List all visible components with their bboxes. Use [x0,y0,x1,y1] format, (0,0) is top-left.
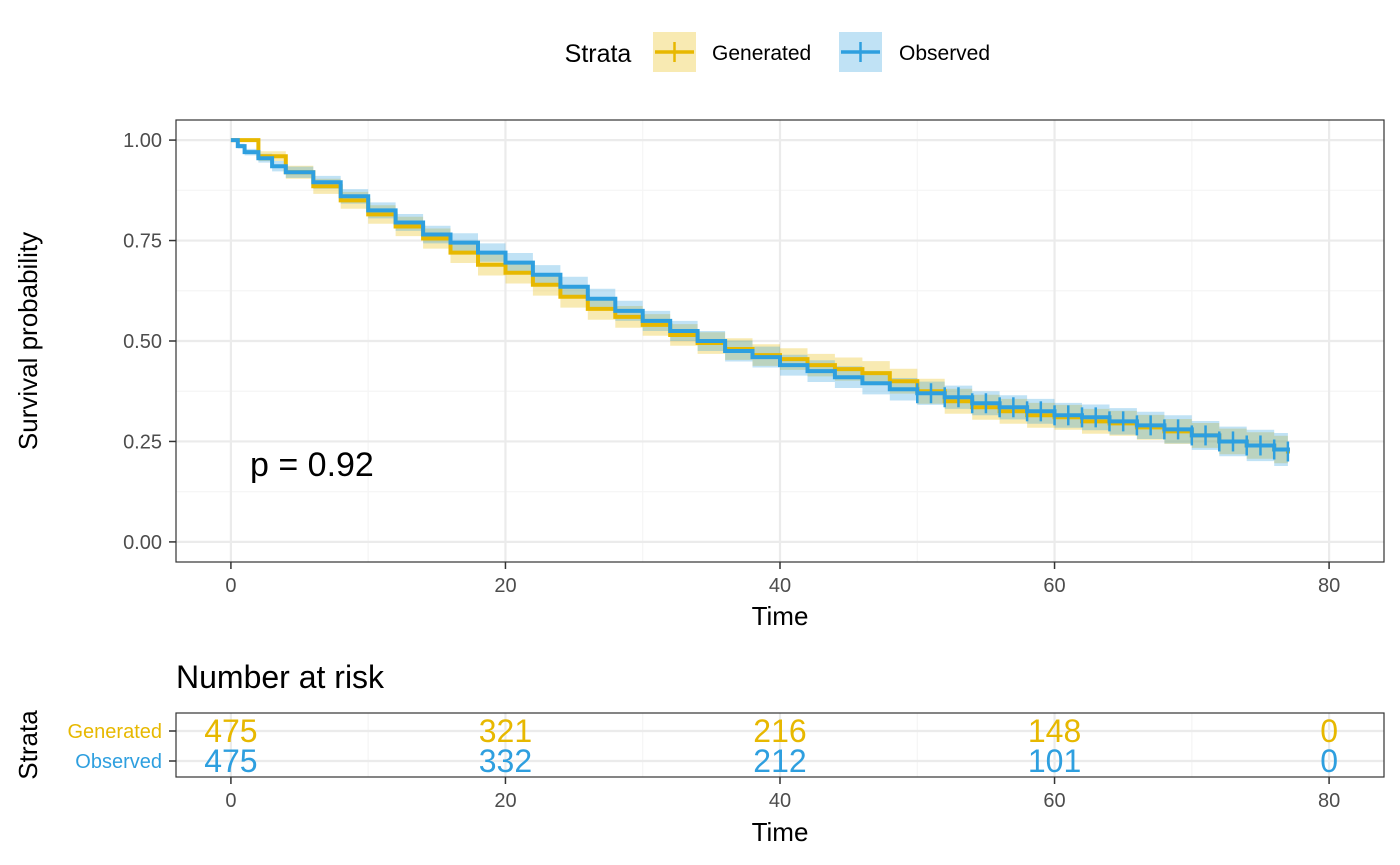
risk-table-x-axis-title: Time [752,817,809,847]
y-tick-label: 0.25 [123,431,162,453]
risk-table-row-labels: Generated Observed [67,721,176,773]
survival-x-axis-title: Time [752,601,809,631]
risk-table-title: Number at risk [176,659,385,695]
risk-value-generated: 0 [1320,713,1338,749]
survival-censor-marks [916,383,1290,462]
confidence-band-generated [230,140,1288,468]
x-tick-label: 0 [225,575,236,597]
risk-table-values: 475 321 216 148 0 475 332 212 101 0 [204,713,1338,779]
risk-row-label-generated: Generated [67,721,162,743]
legend: Strata Generated Observed [565,32,990,72]
y-tick-label: 0.75 [123,231,162,253]
x-tick-label: 60 [1043,575,1065,597]
risk-value-generated: 475 [204,713,257,749]
risk-table-grid [176,713,1384,777]
risk-value-observed: 101 [1028,743,1081,779]
risk-table-y-axis-title: Strata [13,710,43,780]
p-value-annotation: p = 0.92 [250,446,374,484]
risk-x-tick-label: 0 [225,790,236,812]
risk-value-observed: 332 [479,743,532,779]
legend-key-generated [653,32,696,72]
legend-key-observed [839,32,882,72]
risk-table: Number at risk 475 321 216 148 0 475 332 212 101… [13,659,1385,847]
survival-confidence-bands [230,140,1288,469]
legend-label-generated: Generated [712,42,811,65]
survival-y-axis-title: Survival probability [13,232,43,450]
y-tick-label: 0.50 [123,331,162,353]
x-tick-label: 40 [769,575,791,597]
legend-label-observed: Observed [899,42,990,65]
risk-x-tick-label: 60 [1043,790,1065,812]
risk-row-label-observed: Observed [75,751,162,773]
survival-grid [176,120,1384,562]
risk-x-tick-label: 40 [769,790,791,812]
risk-x-tick-label: 80 [1318,790,1340,812]
risk-value-generated: 321 [479,713,532,749]
confidence-band-observed [230,140,1288,469]
y-tick-label: 1.00 [123,130,162,152]
risk-value-observed: 0 [1320,743,1338,779]
survival-plot: 0 20 40 60 80 0.000.250.500.751.00 p = 0.92 … [13,119,1385,631]
risk-x-tick-label: 20 [494,790,516,812]
risk-value-observed: 475 [204,743,257,779]
legend-title: Strata [565,40,632,68]
risk-value-generated: 216 [753,713,806,749]
survival-x-axis: 0 20 40 60 80 [225,562,1340,597]
x-tick-label: 20 [494,575,516,597]
risk-table-x-axis: 0 20 40 60 80 [225,777,1340,812]
x-tick-label: 80 [1318,575,1340,597]
survival-y-axis: 0.00 0.25 0.50 0.75 1.00 [123,130,176,554]
risk-value-observed: 212 [753,743,806,779]
risk-value-generated: 148 [1028,713,1081,749]
y-tick-label: 0.00 [123,532,162,554]
